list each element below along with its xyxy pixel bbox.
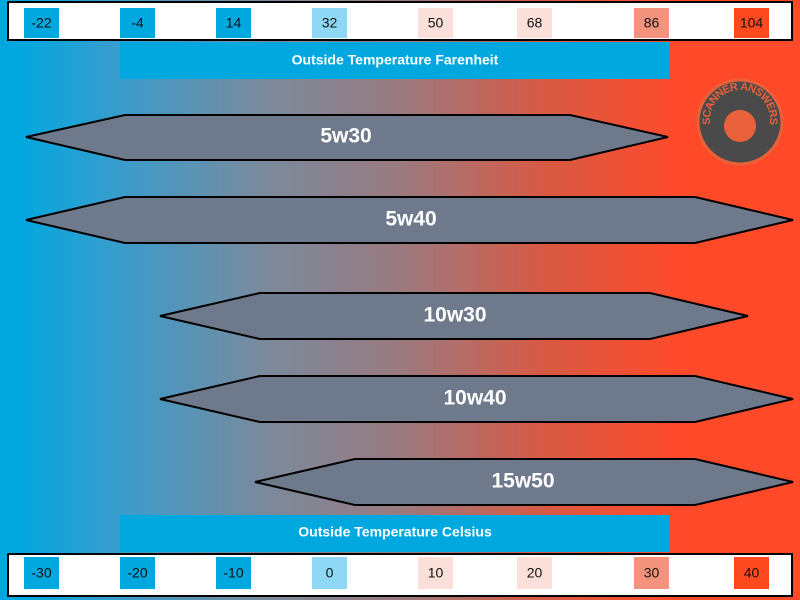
scale-label: 10 — [428, 565, 444, 581]
scale-label: 68 — [527, 15, 543, 31]
grade-label: 10w40 — [443, 387, 506, 410]
grade-label: 5w40 — [385, 208, 436, 231]
scale-cell — [24, 557, 59, 589]
scale-cell — [216, 8, 251, 38]
scale-cell — [517, 557, 552, 589]
scale-label: -4 — [131, 15, 144, 31]
scale-cell — [418, 557, 453, 589]
grade-label: 15w50 — [491, 470, 554, 493]
scale-cell — [24, 8, 59, 38]
grade-arrow — [159, 292, 749, 340]
scale-cell — [216, 557, 251, 589]
celsius-header — [120, 515, 670, 552]
celsius-cells: -30 -20 -10 0 10 20 30 40 — [24, 557, 769, 589]
grade-arrow — [25, 196, 794, 244]
scale-label: -10 — [223, 565, 243, 581]
fahrenheit-cells: -22 -4 14 32 50 68 86 104 — [24, 8, 769, 38]
celsius-title: Outside Temperature Celsius — [298, 524, 492, 540]
scale-cell — [120, 8, 155, 38]
scale-cell — [517, 8, 552, 38]
scale-label: -30 — [31, 565, 51, 581]
scale-label: 20 — [527, 565, 543, 581]
scale-label: -20 — [127, 565, 147, 581]
scale-label: 104 — [740, 15, 764, 31]
scale-label: 86 — [644, 15, 660, 31]
logo: SCANNER ANSWERS — [696, 78, 784, 166]
fahrenheit-title: Outside Temperature Farenheit — [292, 52, 499, 68]
scale-label: 32 — [322, 15, 338, 31]
scale-cell — [634, 557, 669, 589]
scale-cell — [418, 8, 453, 38]
scale-label: 0 — [326, 565, 334, 581]
scale-cell — [312, 557, 347, 589]
grade-arrow — [25, 114, 669, 161]
scale-label: -22 — [31, 15, 51, 31]
grade-arrow — [254, 458, 794, 506]
scale-cell — [634, 8, 669, 38]
scale-cell — [312, 8, 347, 38]
grade-label: 10w30 — [423, 304, 486, 327]
fahrenheit-header — [120, 42, 670, 79]
scale-label: 50 — [428, 15, 444, 31]
scale-cell — [734, 8, 769, 38]
logo-emblem — [724, 110, 756, 142]
grade-label: 5w30 — [320, 125, 371, 148]
scale-cell — [734, 557, 769, 589]
scale-label: 14 — [226, 15, 242, 31]
scale-cell — [120, 557, 155, 589]
scale-label: 30 — [644, 565, 660, 581]
grade-arrow — [159, 375, 794, 423]
scale-label: 40 — [744, 565, 760, 581]
